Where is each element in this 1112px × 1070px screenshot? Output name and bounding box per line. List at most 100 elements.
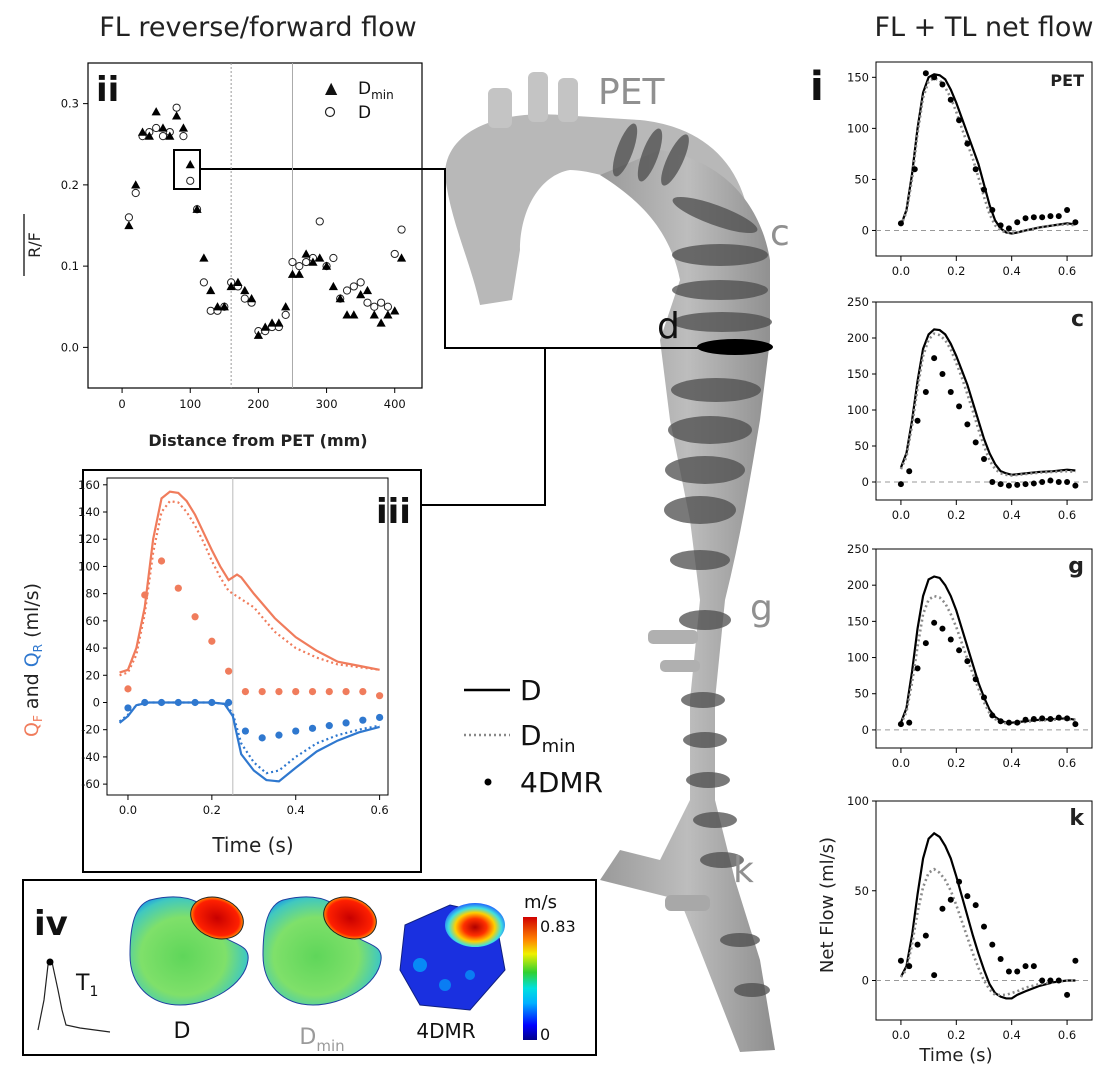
y-tick-label: 50 [854,172,869,186]
data-dot [359,688,367,696]
data-dot [972,676,979,683]
scatter-point-d [172,103,181,112]
data-dot [124,704,132,712]
x-tick-label: 0.0 [892,756,910,770]
scatter-point-dmin [185,159,195,169]
panel-i-g-chart: 0.0 0.2 0.4 0.6 0 50 100 150 200 250 g [847,542,1093,770]
legend-dot [484,778,492,786]
data-dot [981,694,987,701]
data-dot [258,734,266,742]
data-dot [1030,963,1037,970]
data-dot [964,893,971,900]
data-dot [1022,215,1029,222]
arch-branch [558,78,578,122]
panel-ii-label: ii [96,70,119,110]
data-dot [376,692,384,700]
panel-ii-scatter: ii ▲ Dmin D Distance from PET (mm) R/F 0… [23,62,423,450]
data-dot [325,722,333,730]
data-dot [981,186,987,193]
scatter-point-dmin [294,269,304,278]
panel-i-axes-box [875,61,1093,257]
data-dot [989,941,996,948]
panel-ii-ylabel: R/F [25,232,44,258]
data-dot [1039,214,1046,221]
segment-d-highlight [697,339,773,355]
data-dot [906,719,913,726]
colorbar-unit: m/s [524,892,557,913]
data-dot [1055,479,1062,485]
x-tick-label: 0.4 [1003,756,1021,770]
x-tick-label: 400 [384,397,406,411]
data-dot [1072,957,1079,964]
data-dot [922,389,929,395]
panel-iii-xlabel: Time (s) [211,833,293,857]
x-tick-label: 200 [247,397,269,411]
x-tick-label: 0.4 [1003,264,1021,278]
series-line [899,328,1076,476]
highlight-box-d [173,149,201,190]
data-dot [1064,991,1071,998]
scatter-point-dmin [165,131,175,140]
scatter-point-dmin [301,249,311,258]
data-dot [1039,977,1046,984]
data-dot [1055,714,1062,721]
data-dot [1022,963,1029,970]
data-dot [174,584,182,592]
panel-iii-line: iii Time (s) QF and QR (ml/s) 0.0 0.2 0.4 0… [21,469,422,873]
data-dot [141,698,149,707]
data-dot [947,96,954,103]
x-tick-label: 0.6 [1058,264,1076,278]
scatter-point-dmin [253,330,264,339]
data-dot [124,685,132,693]
map-label-dmin: Dmin [299,1025,344,1055]
data-dot [157,557,166,565]
y-tick-label: 50 [854,439,869,453]
right-header: FL + TL net flow [875,12,1094,43]
y-tick-label: 150 [847,70,869,84]
data-dot [1022,716,1029,723]
data-dot [225,667,233,675]
data-dot [308,688,317,696]
map-label-d: D [174,1019,191,1044]
series-line [899,867,1076,997]
scatter-point-dmin [349,310,359,319]
legend-circle-marker [324,106,336,118]
scatter-point-dmin [172,111,182,120]
aorta-label-pet: PET [598,72,665,113]
data-dot [997,718,1004,725]
scatter-point-dmin [376,318,386,327]
data-dot [906,963,913,970]
data-dot [1005,968,1012,975]
y-tick-label: -20 [81,723,100,737]
data-dot [914,417,921,424]
panel-iii-ylabel: QF and QR (ml/s) [21,583,45,737]
y-tick-label: 160 [78,478,100,492]
scatter-point-d [390,249,399,259]
panel-i-ylabel: Net Flow (ml/s) [817,837,838,973]
data-dot [325,688,333,696]
velocity-map-4dmr-jet [445,903,505,947]
panel-i-section-label: k [1069,806,1085,831]
y-tick-label: 100 [78,559,100,573]
data-dot [914,665,921,672]
series-line [119,499,380,677]
data-dot [956,403,963,410]
data-dot [292,727,300,735]
scatter-point-d [397,225,406,234]
x-tick-label: 0.4 [1003,508,1021,522]
data-dot [956,878,963,885]
scatter-point-d [302,257,311,267]
series-line [118,701,380,783]
data-dot [931,74,938,81]
scatter-point-dmin [246,294,257,303]
x-tick-label: 0.0 [892,508,910,522]
y-tick-label: 150 [847,614,869,628]
y-tick-label: 80 [85,587,100,601]
panel-i-section-label: PET [1050,71,1084,90]
x-tick-label: 0.2 [947,264,965,278]
series-line [899,831,1076,1000]
panel-i-xlabel: Time (s) [918,1045,992,1066]
x-tick-label: 0.0 [892,264,910,278]
data-dot [981,923,987,930]
x-tick-label: 0 [118,397,125,411]
